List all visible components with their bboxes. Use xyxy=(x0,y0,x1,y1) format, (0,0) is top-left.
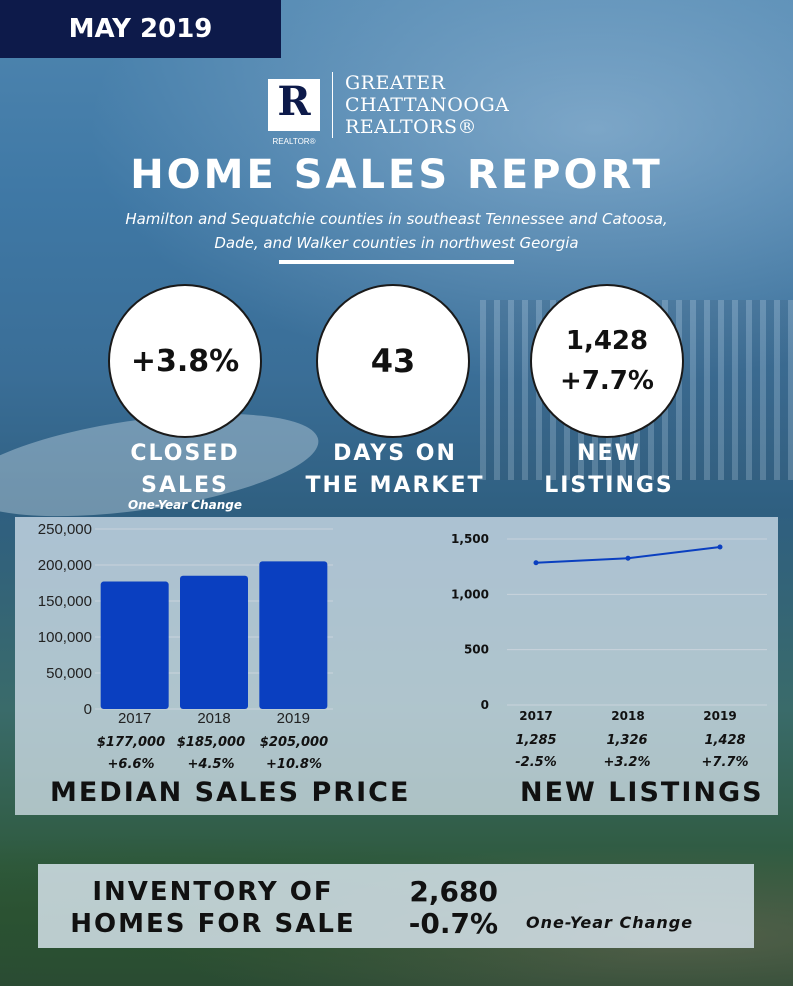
line-value-label: 1,326 xyxy=(606,733,648,748)
line-note-2017: 1,285 -2.5% xyxy=(496,730,576,774)
y-tick-label: 100,000 xyxy=(38,629,92,646)
bar-2018 xyxy=(180,575,248,709)
line-note-2018: 1,326 +3.2% xyxy=(587,730,667,774)
inventory-label: INVENTORY OF HOMES FOR SALE xyxy=(70,877,356,939)
line-change-label: -2.5% xyxy=(515,755,557,770)
x-tick-label: 2018 xyxy=(611,709,644,723)
closed-sales-value: +3.8% xyxy=(130,343,240,379)
realtor-r-icon: R REALTOR® xyxy=(268,79,320,146)
logo-text: GREATER CHATTANOOGA REALTORS® xyxy=(345,72,510,138)
charts-panel: 0 50,000 100,000 150,000 200,000 250,000 2017 2… xyxy=(15,517,778,815)
bar-change-label: +10.8% xyxy=(266,757,322,772)
bar-price-label: $177,000 xyxy=(96,735,166,750)
x-tick-label: 2019 xyxy=(703,709,736,723)
one-year-change-note: One-Year Change xyxy=(127,498,243,512)
median-sales-price-title: MEDIAN SALES PRICE xyxy=(50,777,411,808)
x-tick-label: 2017 xyxy=(519,709,552,723)
logo-divider xyxy=(332,72,333,138)
days-on-market-circle: 43 xyxy=(316,284,470,438)
closed-sales-label: CLOSED SALES xyxy=(130,441,240,498)
y-tick-label: 50,000 xyxy=(46,665,92,682)
y-tick-label: 150,000 xyxy=(38,593,92,610)
days-on-market-label: DAYS ON THE MARKET xyxy=(305,441,485,498)
inventory-value: 2,680 -0.7% xyxy=(388,876,498,940)
y-tick-label: 1,000 xyxy=(451,587,489,601)
inventory-panel: INVENTORY OF HOMES FOR SALE 2,680 -0.7% O… xyxy=(38,864,754,948)
median-sales-price-chart: 0 50,000 100,000 150,000 200,000 250,000 2017 2… xyxy=(38,521,333,727)
realtors-logo: R REALTOR® GREATER CHATTANOOGA REALTORS® xyxy=(268,72,510,146)
y-tick-label: 200,000 xyxy=(38,557,92,574)
y-tick-label: 1,500 xyxy=(451,532,489,546)
bar-2019 xyxy=(259,561,328,709)
bar-note-2018: $185,000 +4.5% xyxy=(171,732,251,776)
inventory-count: 2,680 xyxy=(409,875,498,908)
bar-change-label: +4.5% xyxy=(187,757,235,772)
x-tick-label: 2018 xyxy=(197,710,230,727)
point-2018 xyxy=(625,555,631,561)
x-tick-label: 2019 xyxy=(277,710,310,727)
bar-change-label: +6.6% xyxy=(107,757,155,772)
new-listings-chart: 0 500 1,000 1,500 2017 2018 2019 xyxy=(451,532,767,723)
bar-note-2017: $177,000 +6.6% xyxy=(91,732,171,776)
line-change-label: +7.7% xyxy=(701,755,749,770)
line-value-label: 1,428 xyxy=(704,733,746,748)
point-2019 xyxy=(717,544,723,550)
new-listings-title: NEW LISTINGS xyxy=(520,777,764,808)
bar-price-label: $185,000 xyxy=(176,735,246,750)
line-change-label: +3.2% xyxy=(603,755,651,770)
point-2017 xyxy=(533,560,539,566)
new-listings-label: NEW LISTINGS xyxy=(544,441,674,498)
closed-sales-circle: +3.8% xyxy=(108,284,262,438)
line-value-label: 1,285 xyxy=(515,733,557,748)
title-underline xyxy=(279,260,514,264)
bar-price-label: $205,000 xyxy=(259,735,329,750)
y-tick-label: 500 xyxy=(464,643,489,657)
y-tick-label: 0 xyxy=(481,698,489,712)
days-on-market-value: 43 xyxy=(370,342,416,380)
report-date: MAY 2019 xyxy=(0,0,281,58)
new-listings-circle: 1,428 +7.7% xyxy=(530,284,684,438)
x-tick-label: 2017 xyxy=(118,710,151,727)
inventory-change-note: One-Year Change xyxy=(526,913,694,932)
new-listings-count: 1,428 xyxy=(565,326,649,356)
y-tick-label: 250,000 xyxy=(38,521,92,538)
inventory-change: -0.7% xyxy=(408,907,498,940)
report-title: HOME SALES REPORT xyxy=(130,152,663,198)
bar-note-2019: $205,000 +10.8% xyxy=(254,732,334,776)
new-listings-change: +7.7% xyxy=(560,366,654,396)
line-note-2019: 1,428 +7.7% xyxy=(685,730,765,774)
bar-2017 xyxy=(100,581,169,709)
report-subtitle: Hamilton and Sequatchie counties in sout… xyxy=(125,210,668,252)
y-tick-label: 0 xyxy=(84,701,92,718)
